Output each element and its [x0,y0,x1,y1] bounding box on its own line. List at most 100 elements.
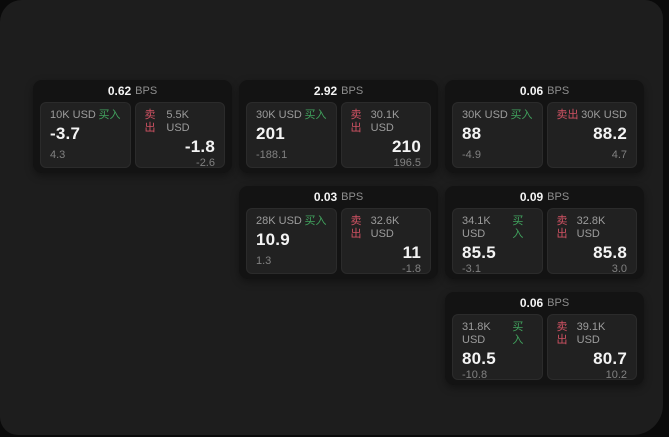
card-header: 0.09 BPS [452,186,637,208]
buy-side-label: 买入 [512,215,524,240]
sell-pane[interactable]: 卖出 39.1K USD 80.7 10.2 [546,314,637,381]
quote-panes: 28K USD 买入 10.9 1.3 卖出 32.6K USD 11 -1.8 [246,208,431,275]
sell-amount: 32.6K USD [370,215,400,240]
sell-pane[interactable]: 卖出 32.8K USD 85.8 3.0 [546,208,637,275]
buy-pane[interactable]: 28K USD 买入 10.9 1.3 [246,208,337,274]
buy-side-label: 买入 [304,215,327,227]
buy-amount: 34.1K USD [462,215,491,240]
buy-pane[interactable]: 10K USD 买入 -3.7 4.3 [40,102,131,168]
sell-pane-top: 卖出 30.1K USD [351,109,422,135]
bps-unit-label: BPS [547,297,570,309]
sell-side-label: 卖出 [556,109,579,121]
sell-amount: 32.8K USD [576,215,606,240]
buy-sub-value: -10.8 [462,369,488,381]
sell-side-label: 卖出 [556,215,568,240]
sell-sub-value: -1.8 [402,263,421,275]
buy-pane[interactable]: 31.8K USD 买入 80.5 -10.8 [452,314,543,381]
sell-pane[interactable]: 卖出 30K USD 88.2 4.7 [546,102,637,168]
buy-price: 201 [256,124,285,143]
bps-unit-label: BPS [547,85,570,97]
buy-pane-top: 30K USD 买入 [462,109,533,122]
bps-value: 0.62 [107,84,132,98]
bps-unit-label: BPS [341,85,364,97]
bps-value: 2.92 [313,84,338,98]
buy-sub-value: -4.9 [462,149,481,161]
buy-pane-top: 30K USD 买入 [256,109,327,122]
sell-side-label: 卖出 [556,321,568,346]
buy-side-label: 买入 [98,109,121,121]
sell-pane[interactable]: 卖出 5.5K USD -1.8 -2.6 [134,102,225,169]
quote-card: 0.06 BPS 30K USD 买入 88 -4.9 卖出 30K USD 8… [445,80,644,173]
buy-pane-top: 28K USD 买入 [256,215,327,228]
buy-pane[interactable]: 34.1K USD 买入 85.5 -3.1 [452,208,543,275]
buy-price: 88 [462,124,482,143]
card-header: 0.06 BPS [452,80,637,102]
sell-pane-top: 卖出 5.5K USD [145,109,216,135]
card-header: 2.92 BPS [246,80,431,102]
bps-unit-label: BPS [547,191,570,203]
sell-pane[interactable]: 卖出 30.1K USD 210 196.5 [340,102,431,169]
card-header: 0.03 BPS [246,186,431,208]
quote-panes: 34.1K USD 买入 85.5 -3.1 卖出 32.8K USD 85.8… [452,208,637,275]
sell-amount: 39.1K USD [576,321,606,346]
buy-price: -3.7 [50,124,81,143]
sell-sub-value: -2.6 [196,157,215,169]
buy-pane-top: 31.8K USD 买入 [462,321,533,347]
sell-side-label: 卖出 [144,109,156,134]
buy-side-label: 买入 [304,109,327,121]
sell-pane-top: 卖出 39.1K USD [557,321,628,347]
quote-card: 0.03 BPS 28K USD 买入 10.9 1.3 卖出 32.6K US… [239,186,438,279]
buy-amount: 28K USD [256,215,302,227]
sell-sub-value: 10.2 [605,369,627,381]
buy-sub-value: -188.1 [256,149,288,161]
quote-panes: 10K USD 买入 -3.7 4.3 卖出 5.5K USD -1.8 -2.… [40,102,225,169]
sell-pane[interactable]: 卖出 32.6K USD 11 -1.8 [340,208,431,275]
quote-card: 0.06 BPS 31.8K USD 买入 80.5 -10.8 卖出 39.1… [445,292,644,385]
sell-pane-top: 卖出 32.8K USD [557,215,628,241]
sell-sub-value: 3.0 [611,263,627,275]
bps-value: 0.03 [313,190,338,204]
buy-sub-value: 1.3 [256,255,272,267]
buy-amount: 31.8K USD [462,321,491,346]
card-header: 0.06 BPS [452,292,637,314]
bps-unit-label: BPS [135,85,158,97]
buy-price: 85.5 [462,243,496,262]
buy-price: 80.5 [462,349,496,368]
buy-amount: 30K USD [256,109,302,121]
buy-pane-top: 34.1K USD 买入 [462,215,533,241]
sell-amount: 30.1K USD [370,109,400,134]
sell-pane-top: 卖出 30K USD [557,109,628,122]
sell-amount: 30K USD [581,109,627,121]
bps-value: 0.06 [519,84,544,98]
bps-unit-label: BPS [341,191,364,203]
sell-price: -1.8 [184,137,215,156]
buy-pane-top: 10K USD 买入 [50,109,121,122]
buy-amount: 30K USD [462,109,508,121]
sell-amount: 5.5K USD [166,109,190,134]
quote-panes: 31.8K USD 买入 80.5 -10.8 卖出 39.1K USD 80.… [452,314,637,381]
sell-price: 11 [402,243,421,262]
sell-pane-top: 卖出 32.6K USD [351,215,422,241]
sell-price: 88.2 [593,124,627,143]
quote-card: 0.62 BPS 10K USD 买入 -3.7 4.3 卖出 5.5K USD… [33,80,232,173]
buy-pane[interactable]: 30K USD 买入 201 -188.1 [246,102,337,168]
sell-side-label: 卖出 [350,215,362,240]
card-header: 0.62 BPS [40,80,225,102]
buy-pane[interactable]: 30K USD 买入 88 -4.9 [452,102,543,168]
buy-sub-value: 4.3 [50,149,66,161]
sell-price: 210 [392,137,421,156]
buy-side-label: 买入 [512,321,524,346]
buy-amount: 10K USD [50,109,96,121]
sell-price: 85.8 [593,243,627,262]
quote-grid: 0.62 BPS 10K USD 买入 -3.7 4.3 卖出 5.5K USD… [33,80,644,385]
quote-card: 2.92 BPS 30K USD 买入 201 -188.1 卖出 30.1K … [239,80,438,173]
quote-card: 0.09 BPS 34.1K USD 买入 85.5 -3.1 卖出 32.8K… [445,186,644,279]
sell-price: 80.7 [593,349,627,368]
buy-sub-value: -3.1 [462,263,481,275]
sell-sub-value: 196.5 [393,157,421,169]
buy-side-label: 买入 [510,109,533,121]
quote-panes: 30K USD 买入 201 -188.1 卖出 30.1K USD 210 1… [246,102,431,169]
bps-value: 0.06 [519,296,544,310]
